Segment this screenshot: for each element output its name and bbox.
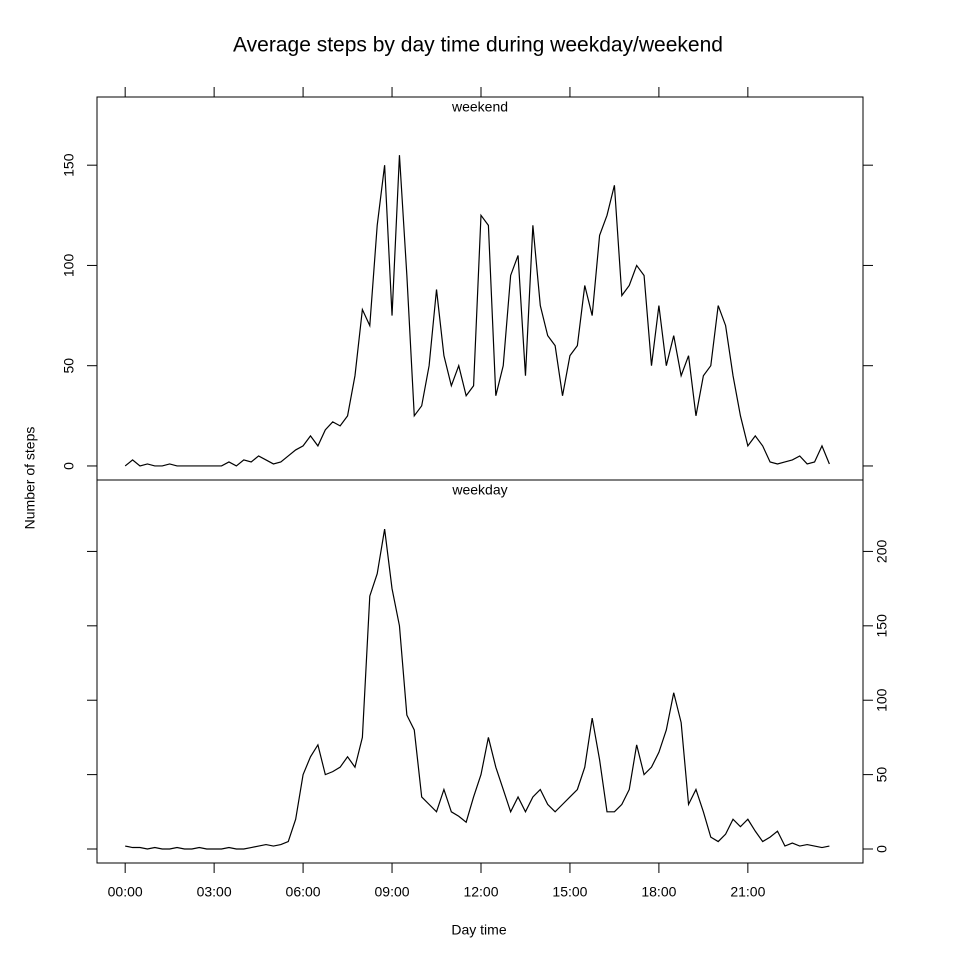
chart-title: Average steps by day time during weekday… [233,34,723,57]
panel-frame [96,479,864,864]
y-axis-label: Number of steps [22,427,38,530]
x-tick-label: 15:00 [552,884,587,900]
y-tick-label: 150 [874,614,890,638]
y-tick-label: 200 [874,540,890,564]
x-tick-label: 18:00 [641,884,676,900]
x-tick-label: 00:00 [108,884,143,900]
x-tick-label: 09:00 [375,884,410,900]
panel-frame [96,96,864,481]
y-tick-label: 100 [61,254,77,278]
panel-strip-label: weekday [451,482,507,498]
y-tick-label: 150 [61,153,77,177]
y-tick-label: 0 [874,845,890,853]
x-tick-label: 21:00 [730,884,765,900]
y-tick-label: 50 [874,767,890,783]
y-tick-label: 0 [61,462,77,470]
y-tick-label: 50 [61,358,77,374]
y-tick-label: 100 [874,688,890,712]
x-tick-label: 06:00 [286,884,321,900]
line [124,155,830,467]
x-tick-label: 12:00 [463,884,498,900]
x-axis-label: Day time [451,922,506,938]
x-tick-label: 03:00 [197,884,232,900]
panel-strip-label: weekend [451,99,508,115]
line [125,529,830,850]
